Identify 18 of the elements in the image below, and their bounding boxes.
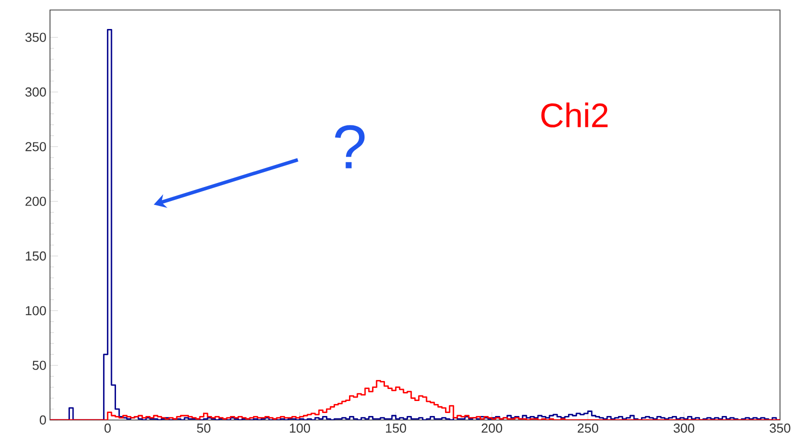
y-tick-label: 0 xyxy=(40,415,46,425)
annotation: ? xyxy=(335,125,365,168)
x-tick-label: 200 xyxy=(482,424,502,433)
y-tick-label: 250 xyxy=(26,142,46,152)
y-tick-label: 300 xyxy=(25,87,46,97)
x-tick-label: 100 xyxy=(290,424,310,433)
y-tick-label: 350 xyxy=(25,32,46,42)
x-tick-label: 350 xyxy=(770,424,790,433)
y-tick-label: 150 xyxy=(26,251,46,261)
x-tick-label: 50 xyxy=(197,424,210,433)
x-tick-label: 300 xyxy=(674,424,694,433)
x-tick-label: 0 xyxy=(104,424,111,433)
x-tick-label: 250 xyxy=(578,424,598,433)
y-tick-label: 50 xyxy=(32,360,46,370)
y-tick-label: 100 xyxy=(26,306,46,316)
text: Chi2 xyxy=(541,102,608,128)
y-tick-label: 200 xyxy=(26,196,46,206)
x-tick-label: 150 xyxy=(386,424,406,433)
